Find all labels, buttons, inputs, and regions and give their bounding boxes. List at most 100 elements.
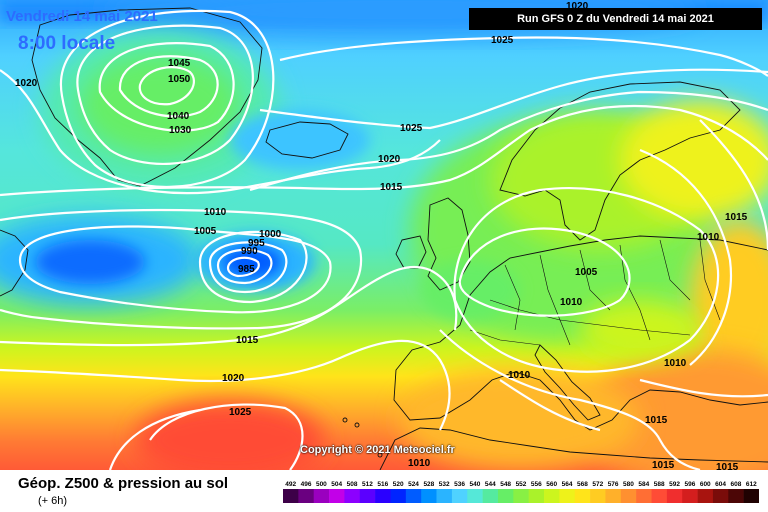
isobar-1010-west [0, 208, 363, 330]
scale-tick-label: 580 [623, 481, 634, 488]
isobar-label: 1025 [400, 123, 423, 134]
isobar-label: 1000 [259, 229, 282, 240]
scale-tick-label: 564 [562, 481, 573, 488]
scale-swatch [283, 489, 299, 503]
isobar-label: 1040 [167, 111, 190, 122]
scale-tick-label: 600 [700, 481, 711, 488]
isobar-1025-south [149, 403, 304, 470]
scale-swatch [651, 489, 668, 503]
isobar-label: 1010 [204, 207, 227, 218]
scale-swatch [329, 489, 345, 503]
greenland-coast [31, 7, 263, 187]
isobar-1050 [138, 66, 195, 106]
isobar-label: 1010 [697, 232, 720, 243]
isobar-1015-east [699, 119, 768, 251]
scale-tick-label: 560 [546, 481, 557, 488]
scale-swatch [482, 489, 499, 503]
scale-swatch [712, 489, 729, 503]
scale-tick-label: 604 [715, 481, 726, 488]
scale-swatch [697, 489, 714, 503]
scale-swatch [467, 489, 483, 503]
scale-tick-label: 540 [470, 481, 481, 488]
copyright-notice: Copyright © 2021 Meteociel.fr [300, 444, 455, 456]
scale-tick-label: 584 [638, 481, 649, 488]
isobar-985 [226, 256, 260, 278]
scale-tick-label: 520 [393, 481, 404, 488]
isobar-label: 1010 [664, 358, 687, 369]
color-scale: 492 496 500 504 508 512 516 520 524 528 532 536 540 5… [283, 481, 759, 503]
scale-swatch [590, 489, 606, 503]
isobar-1025-southwest [108, 408, 201, 470]
scale-tick-label: 516 [377, 481, 388, 488]
scale-swatch [390, 489, 407, 503]
scale-tick-label: 592 [669, 481, 680, 488]
isobar-1015-mid [0, 105, 768, 197]
scale-tick-label: 528 [423, 481, 434, 488]
scale-tick-label: 536 [454, 481, 465, 488]
country-borders [469, 239, 721, 346]
isobar-1045 [118, 55, 219, 118]
scale-swatch [451, 489, 468, 503]
isobar-1015-sw-europe [439, 329, 701, 470]
isobar-label: 1010 [560, 297, 583, 308]
isobar-label: 1005 [575, 267, 598, 278]
isobar-1000 [198, 230, 308, 304]
scale-tick-label: 596 [684, 481, 695, 488]
iceland-coast [265, 121, 349, 159]
isobar-label: 1015 [652, 460, 675, 470]
isobar-label: 1020 [222, 373, 245, 384]
isobar-1005-europe [458, 227, 631, 317]
isobar-1015-south [0, 265, 458, 347]
isobar-label: 1015 [645, 415, 668, 426]
scale-tick-label: 532 [439, 481, 450, 488]
scale-swatch [497, 489, 514, 503]
isobar-label: 1030 [169, 125, 192, 136]
isobar-label: 1025 [491, 35, 514, 46]
local-time: 8:00 locale [18, 33, 116, 54]
scale-tick-label: 548 [500, 481, 511, 488]
isobar-label: 1005 [194, 226, 217, 237]
isobar-1020-mid [249, 90, 768, 192]
scale-tick-label: 572 [592, 481, 603, 488]
isobar-1020-south [0, 339, 451, 431]
isobar-1005 [18, 225, 332, 314]
scale-swatch [344, 489, 361, 503]
forecast-date: Vendredi 14 mai 2021 [6, 8, 158, 25]
scale-tick-label: 492 [285, 481, 296, 488]
isobar-1010-east [639, 148, 732, 366]
scale-swatch [620, 489, 637, 503]
scale-swatch [359, 489, 376, 503]
scale-swatch [743, 489, 759, 503]
weather-map: 1020 1045 1050 1040 1030 1025 1020 1025 1020 1015… [0, 0, 768, 470]
scale-swatch [375, 489, 391, 503]
isobar-label: 1050 [168, 74, 191, 85]
isobar-1010-mediterranean [499, 379, 601, 432]
isobar-1010-europe [453, 187, 720, 373]
scale-swatch [559, 489, 576, 503]
isobar-995 [208, 241, 288, 294]
isobars [0, 9, 768, 470]
scale-swatch [313, 489, 330, 503]
isobar-label: 1015 [725, 212, 748, 223]
scale-swatch [682, 489, 698, 503]
scale-swatch [666, 489, 683, 503]
scale-swatch [421, 489, 437, 503]
scale-tick-label: 504 [331, 481, 342, 488]
isobar-1020-west [0, 69, 441, 195]
coastlines [0, 7, 768, 470]
isobar-label: 985 [238, 264, 255, 275]
scale-tick-label: 500 [316, 481, 327, 488]
isobar-label: 995 [248, 238, 265, 249]
scale-tick-label: 568 [577, 481, 588, 488]
scale-swatch [528, 489, 545, 503]
scale-tick-label: 496 [301, 481, 312, 488]
isobar-label: 1020 [378, 154, 401, 165]
scale-tick-label: 552 [516, 481, 527, 488]
scale-tick-label: 544 [485, 481, 496, 488]
scale-swatch [436, 489, 453, 503]
scale-swatch [574, 489, 591, 503]
britain-coast [427, 197, 471, 291]
run-info-banner: Run GFS 0 Z du Vendredi 14 mai 2021 [469, 8, 762, 30]
isobar-label: 990 [241, 246, 258, 257]
